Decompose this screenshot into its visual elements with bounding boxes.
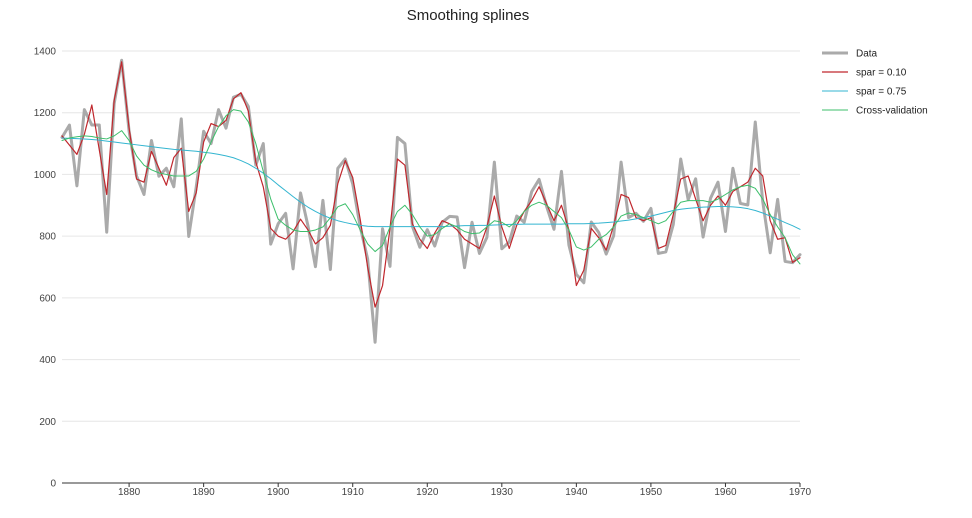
x-tick-label: 1970 — [789, 487, 812, 498]
legend-label: spar = 0.75 — [856, 87, 907, 98]
x-tick-label: 1940 — [565, 487, 588, 498]
x-tick-label: 1950 — [640, 487, 663, 498]
y-tick-label: 400 — [39, 355, 56, 366]
chart-title: Smoothing splines — [407, 7, 530, 24]
plot-area — [60, 58, 802, 344]
y-tick-label: 0 — [50, 479, 56, 490]
series-data-line — [60, 58, 802, 344]
series-cross-validation-line — [61, 109, 801, 265]
x-tick-label: 1880 — [118, 487, 141, 498]
legend-label: spar = 0.10 — [856, 68, 907, 79]
x-tick-label: 1910 — [342, 487, 365, 498]
x-tick-label: 1920 — [416, 487, 439, 498]
legend-label: Cross-validation — [856, 106, 928, 117]
series-spar-075-line — [61, 137, 801, 230]
legend: Data spar = 0.10 spar = 0.75 Cross-validati… — [822, 49, 928, 117]
series-spar-010-line — [61, 61, 801, 308]
y-tick-label: 200 — [39, 417, 56, 428]
y-tick-label: 1400 — [34, 47, 57, 58]
x-tick-label: 1960 — [714, 487, 737, 498]
x-tick-label: 1900 — [267, 487, 290, 498]
y-tick-label: 800 — [39, 232, 56, 243]
x-tick-label: 1930 — [491, 487, 514, 498]
legend-label: Data — [856, 49, 878, 60]
axes: 0 200 400 600 800 1000 1200 1400 1880 1890 1900 191… — [34, 47, 812, 499]
y-tick-label: 1200 — [34, 108, 57, 119]
y-tick-label: 1000 — [34, 170, 57, 181]
y-tick-label: 600 — [39, 293, 56, 304]
x-tick-label: 1890 — [193, 487, 216, 498]
